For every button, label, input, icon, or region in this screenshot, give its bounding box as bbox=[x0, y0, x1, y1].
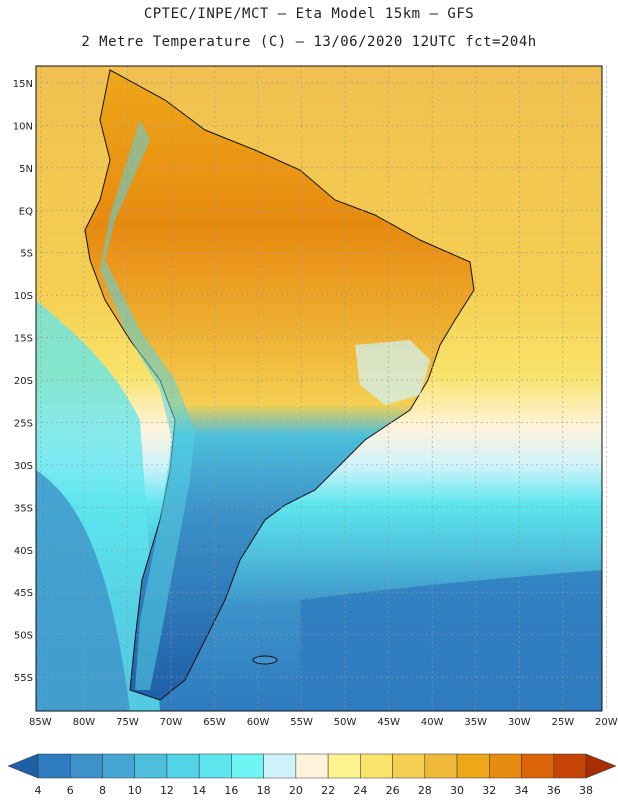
latitude-label: 40S bbox=[14, 546, 33, 557]
colorbar-level-label: 26 bbox=[386, 784, 400, 797]
colorbar-level-label: 22 bbox=[321, 784, 335, 797]
colorbar-level-label: 8 bbox=[99, 784, 106, 797]
colorbar-level-label: 30 bbox=[450, 784, 464, 797]
map-title-line-2: 2 Metre Temperature (C) – 13/06/2020 12U… bbox=[81, 34, 537, 50]
colorbar-swatch bbox=[327, 753, 361, 779]
colorbar-min-arrow bbox=[7, 753, 39, 779]
latitude-label: 50S bbox=[14, 631, 33, 642]
colorbar-swatch bbox=[295, 753, 329, 779]
colorbar-swatch bbox=[456, 753, 490, 779]
colorbar-level-label: 36 bbox=[547, 784, 561, 797]
temperature-colorbar: 4 6 8 10 12 14 16 18 20 22 24 26 28 30 32 34 36 38 bbox=[7, 753, 617, 797]
colorbar-swatch bbox=[102, 753, 135, 779]
latitude-label: 10N bbox=[13, 121, 33, 132]
latitude-label: 5S bbox=[20, 249, 33, 260]
colorbar-level-label: 32 bbox=[482, 784, 496, 797]
longitude-label: 30W bbox=[508, 717, 531, 728]
longitude-label: 40W bbox=[421, 717, 444, 728]
south-atlantic-cold-band bbox=[300, 570, 602, 711]
latitude-label: EQ bbox=[19, 206, 33, 217]
latitude-label: 30S bbox=[14, 461, 33, 472]
longitude-label: 75W bbox=[116, 717, 139, 728]
longitude-label: 65W bbox=[203, 717, 226, 728]
latitude-label: 45S bbox=[14, 588, 33, 599]
colorbar-swatch bbox=[521, 753, 555, 779]
colorbar-level-label: 16 bbox=[224, 784, 238, 797]
colorbar-swatch bbox=[166, 753, 200, 779]
colorbar-swatch bbox=[392, 753, 426, 779]
southeast-brazil-cool-patch bbox=[355, 340, 430, 405]
colorbar-level-label: 34 bbox=[515, 784, 529, 797]
falkland-islands bbox=[252, 655, 278, 665]
colorbar-swatch bbox=[360, 753, 393, 779]
graticule bbox=[36, 66, 607, 711]
longitude-label: 85W bbox=[29, 717, 52, 728]
longitude-label: 25W bbox=[552, 717, 575, 728]
latitude-label: 10S bbox=[14, 291, 33, 302]
longitude-label: 80W bbox=[73, 717, 96, 728]
colorbar-level-label: 38 bbox=[579, 784, 593, 797]
colorbar-swatch bbox=[134, 753, 168, 779]
map-frame bbox=[35, 65, 603, 712]
longitude-label: 60W bbox=[247, 717, 270, 728]
colorbar-swatch bbox=[37, 753, 71, 779]
longitude-labels: 85W 80W 75W 70W 65W 60W 55W 50W 45W 40W 35W 30W 25W 2… bbox=[29, 717, 618, 728]
longitude-label: 45W bbox=[377, 717, 400, 728]
colorbar-level-label: 20 bbox=[289, 784, 303, 797]
longitude-label: 20W bbox=[595, 717, 618, 728]
colorbar-swatch bbox=[424, 753, 458, 779]
latitude-label: 55S bbox=[14, 673, 33, 684]
colorbar-level-label: 6 bbox=[67, 784, 74, 797]
latitude-label: 15S bbox=[14, 334, 33, 345]
colorbar-swatch bbox=[231, 753, 264, 779]
colorbar-level-label: 18 bbox=[257, 784, 271, 797]
colorbar-level-label: 4 bbox=[35, 784, 42, 797]
colorbar-swatch bbox=[69, 753, 103, 779]
colorbar-swatch bbox=[263, 753, 297, 779]
pacific-cold-band bbox=[36, 470, 130, 711]
longitude-label: 70W bbox=[160, 717, 183, 728]
colorbar-level-label: 12 bbox=[160, 784, 174, 797]
colorbar-level-label: 24 bbox=[353, 784, 367, 797]
south-america-landmass bbox=[84, 69, 475, 701]
latitude-labels: 15N 10N 5N EQ 5S 10S 15S 20S 25S 30S 35S 40S 45S 50S 5… bbox=[13, 79, 33, 684]
latitude-label: 35S bbox=[14, 503, 33, 514]
colorbar-level-label: 28 bbox=[418, 784, 432, 797]
latitude-label: 25S bbox=[14, 418, 33, 429]
latitude-label: 5N bbox=[19, 164, 33, 175]
colorbar-level-label: 10 bbox=[128, 784, 142, 797]
colorbar-swatch bbox=[198, 753, 232, 779]
colorbar-level-label: 14 bbox=[192, 784, 206, 797]
longitude-label: 35W bbox=[464, 717, 487, 728]
map-title-line-1: CPTEC/INPE/MCT – Eta Model 15km – GFS bbox=[143, 6, 475, 22]
latitude-label: 20S bbox=[14, 376, 33, 387]
colorbar-max-arrow bbox=[585, 753, 617, 779]
longitude-label: 55W bbox=[290, 717, 313, 728]
colorbar-swatch bbox=[489, 753, 522, 779]
longitude-label: 50W bbox=[334, 717, 357, 728]
latitude-label: 15N bbox=[13, 79, 33, 90]
colorbar-swatch bbox=[553, 753, 587, 779]
